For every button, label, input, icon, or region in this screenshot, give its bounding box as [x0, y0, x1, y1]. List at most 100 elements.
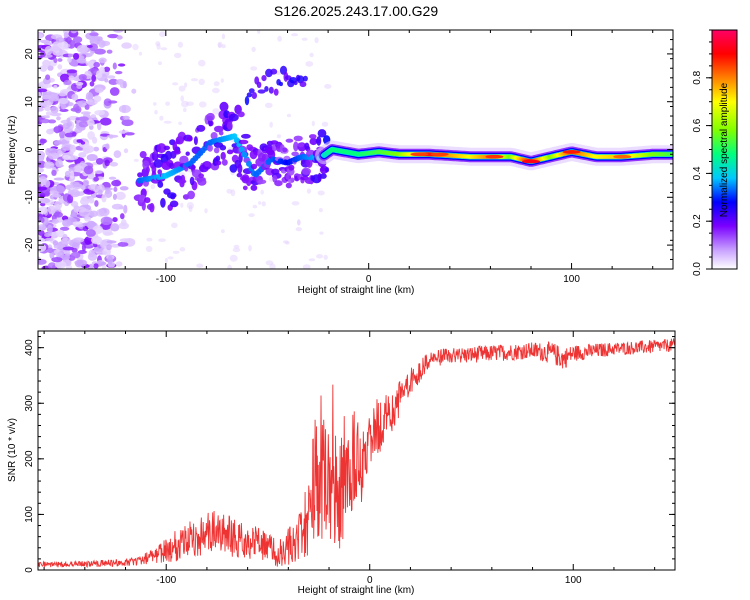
spectrogram-cell-565 — [80, 55, 85, 61]
spectrogram-cell-580 — [100, 216, 113, 226]
spectrogram-cell-623 — [93, 61, 100, 68]
spectrogram-cell-392 — [103, 98, 112, 106]
spectrogram-cell-1048 — [304, 142, 310, 150]
spectrogram-cell-888 — [207, 144, 214, 152]
spectrogram-cell-705 — [324, 84, 332, 89]
snr-x-tick-label: -100 — [156, 575, 176, 586]
spectrogram-cell-381 — [49, 190, 58, 195]
spectrogram-cell-549 — [107, 34, 119, 39]
spectrogram-cell-473 — [72, 221, 83, 225]
snr-x-tick-label: 0 — [367, 575, 373, 586]
spectrogram-cell-769 — [178, 85, 186, 92]
spectrogram-cell-269 — [94, 170, 103, 175]
spectrogram-cell-1082 — [244, 96, 250, 106]
spectrogram-cell-1056 — [309, 134, 317, 139]
spectrogram-cell-520 — [74, 127, 83, 134]
spectrogram-cell-780 — [139, 151, 147, 159]
spectrogram-cell-729 — [178, 121, 183, 126]
spectrogram-cell-1016 — [285, 174, 290, 180]
spectrogram-cell-686 — [291, 33, 299, 37]
spectrogram-cell-456 — [50, 106, 59, 114]
spectrogram-cell-608 — [119, 238, 131, 243]
spectrogram-cell-518 — [57, 64, 63, 70]
spectrogram-cell-298 — [99, 117, 112, 126]
spectrogram-cell-266 — [47, 65, 54, 71]
spectrogram-cell-125 — [57, 58, 63, 62]
spectrogram-cell-543 — [38, 226, 47, 230]
spectrogram-cell-1106 — [302, 75, 308, 82]
spectrogram-cell-746 — [172, 250, 180, 254]
spectrogram-cell-1325 — [430, 152, 449, 157]
spectrogram-cell-719 — [277, 35, 282, 42]
spectrogram-cell-924 — [226, 149, 234, 155]
spectrogram-cell-607 — [68, 75, 75, 81]
spectrogram-cell-599 — [96, 70, 103, 79]
x-tick-label: -100 — [156, 274, 176, 285]
spectrogram-cell-199 — [82, 179, 90, 186]
spectrogram-cell-309 — [88, 263, 94, 269]
spectrogram-cell-698 — [295, 227, 302, 232]
colorbar-gradient — [712, 30, 737, 269]
spectrogram-cell-516 — [44, 45, 53, 55]
spectrogram-cell-393 — [107, 100, 118, 104]
spectrogram-cell-538 — [78, 152, 87, 158]
spectrogram-cell-758 — [167, 256, 174, 260]
spectrogram-cell-1030 — [293, 135, 303, 142]
snr-y-tick-label: 200 — [24, 450, 35, 467]
spectrogram-cell-680 — [305, 61, 314, 67]
spectrogram-cell-974 — [257, 179, 267, 185]
spectrogram-cell-486 — [59, 131, 66, 139]
spectrogram-cell-443 — [101, 194, 107, 203]
spectrogram-cell-855 — [186, 136, 193, 142]
spectrogram-cell-190 — [119, 186, 129, 191]
spectrogram-cell-776 — [137, 172, 143, 178]
spectrogram-cell-634 — [63, 79, 72, 86]
spectrogram-cell-630 — [44, 180, 51, 188]
spectrogram-cell-926 — [228, 113, 239, 122]
y-tick-label: 0 — [24, 146, 35, 152]
spectrogram-cell-899 — [215, 160, 222, 166]
spectrogram-cell-692 — [221, 229, 225, 234]
spectrogram-cell-432 — [93, 263, 99, 269]
spectrogram-cell-844 — [179, 155, 189, 165]
snr-y-tick-label: 300 — [24, 394, 35, 411]
spectrogram-cell-546 — [100, 261, 107, 266]
spectrogram-cell-906 — [220, 151, 226, 160]
spectrogram-cell-741 — [229, 254, 238, 262]
spectrogram-cell-559 — [91, 236, 103, 245]
spectrogram-cell-334 — [39, 65, 48, 72]
spectrogram-cell-492 — [80, 111, 91, 115]
spectrogram-cell-1102 — [293, 80, 298, 86]
spectrogram-cell-563 — [121, 42, 132, 49]
spectrogram-cell-597 — [45, 190, 50, 197]
spectrogram-cell-677 — [177, 41, 183, 48]
spectrogram-cell-385 — [104, 78, 109, 83]
spectrogram-cell-574 — [67, 57, 72, 63]
spectrogram-cell-657 — [317, 190, 325, 196]
spectrogram-cell-756 — [233, 244, 240, 249]
spectrogram-cell-583 — [51, 45, 60, 52]
spectrogram-cell-736 — [150, 184, 156, 190]
spectrogram-cell-767 — [248, 245, 252, 252]
spectrogram-cell-463 — [121, 119, 134, 127]
spectrogram-cell-325 — [115, 261, 123, 267]
spectrogram-cell-627 — [89, 32, 99, 37]
spectrogram-cell-561 — [76, 207, 87, 213]
spectrogram-cell-744 — [165, 101, 171, 106]
spectrogram-cell-511 — [76, 44, 89, 54]
spectrogram-cell-1075 — [319, 173, 327, 179]
spectrogram-cell-569 — [76, 259, 88, 267]
spectrogram-cell-301 — [104, 189, 113, 198]
spectrogram-cell-1328 — [562, 150, 581, 154]
spectrogram-cell-594 — [66, 117, 71, 123]
spectrogram-cell-723 — [172, 82, 179, 86]
spectrogram-cell-1031 — [293, 141, 299, 152]
spectrogram-cell-548 — [40, 138, 47, 144]
spectrogram-cell-485 — [54, 201, 63, 209]
spectrogram-cell-1071 — [317, 129, 327, 138]
spectrogram-cell-555 — [70, 251, 81, 259]
spectrogram-cell-816 — [163, 145, 170, 151]
spectrogram-cell-786 — [145, 166, 150, 174]
spectrogram-cell-551 — [44, 237, 54, 242]
spectrogram-cell-768 — [321, 121, 329, 127]
